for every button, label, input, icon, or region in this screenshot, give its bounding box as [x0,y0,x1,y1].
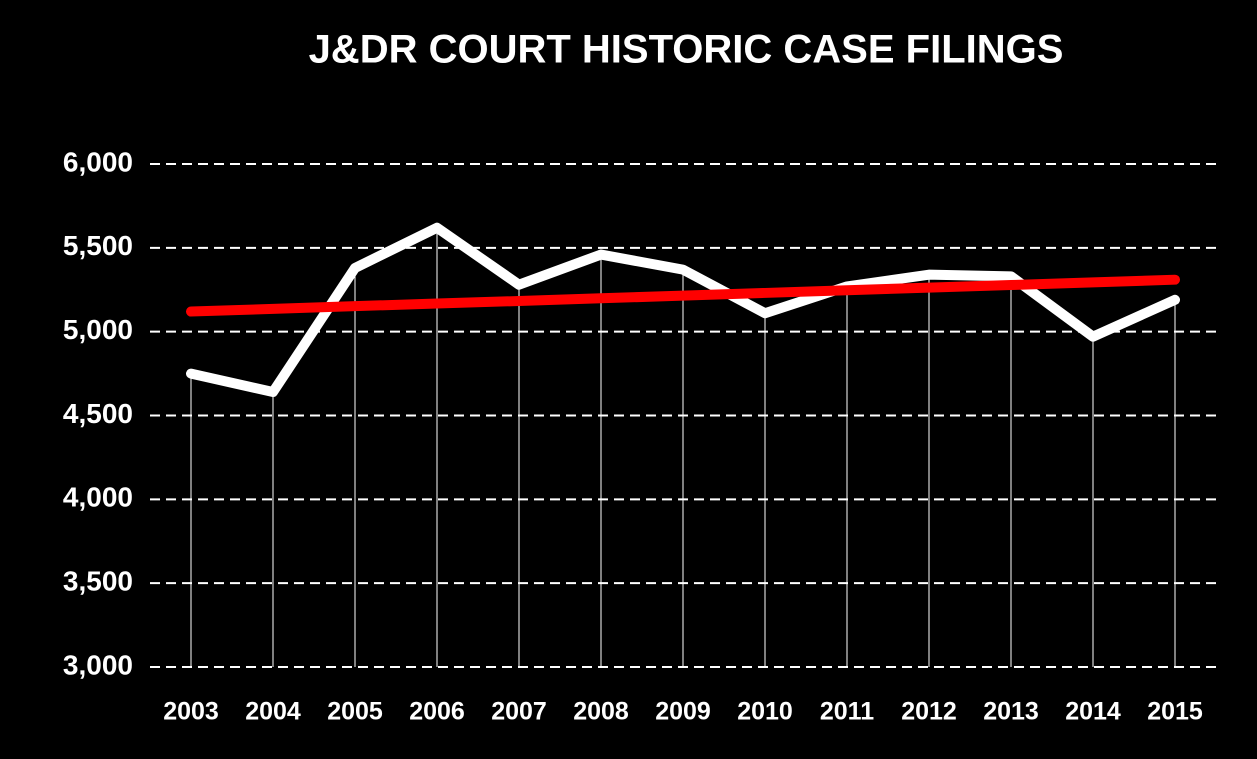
y-tick-label: 5,000 [63,314,133,345]
y-tick-label: 5,500 [63,230,133,261]
x-tick-label: 2011 [820,698,874,726]
x-tick-label: 2012 [901,698,957,726]
x-tick-label: 2003 [163,698,219,726]
x-tick-label: 2007 [491,698,547,726]
line-series [186,222,1180,398]
y-tick-label: 4,500 [63,398,133,429]
x-tick-label: 2006 [409,698,465,726]
x-tick-label: 2010 [737,698,793,726]
y-tick-label: 3,500 [63,566,133,597]
x-tick-label: 2013 [983,698,1039,726]
x-tick-label: 2008 [573,698,629,726]
x-tick-label: 2009 [655,698,711,726]
y-tick-label: 3,000 [63,649,133,680]
chart-title: J&DR COURT HISTORIC CASE FILINGS [309,28,1064,72]
x-tick-label: 2015 [1147,698,1203,726]
x-tick-label: 2014 [1065,698,1121,726]
x-tick-label: 2005 [327,698,383,726]
x-tick-label: 2004 [245,698,301,726]
line-series [186,274,1180,317]
y-tick-label: 6,000 [63,146,133,177]
y-tick-label: 4,000 [63,482,133,513]
